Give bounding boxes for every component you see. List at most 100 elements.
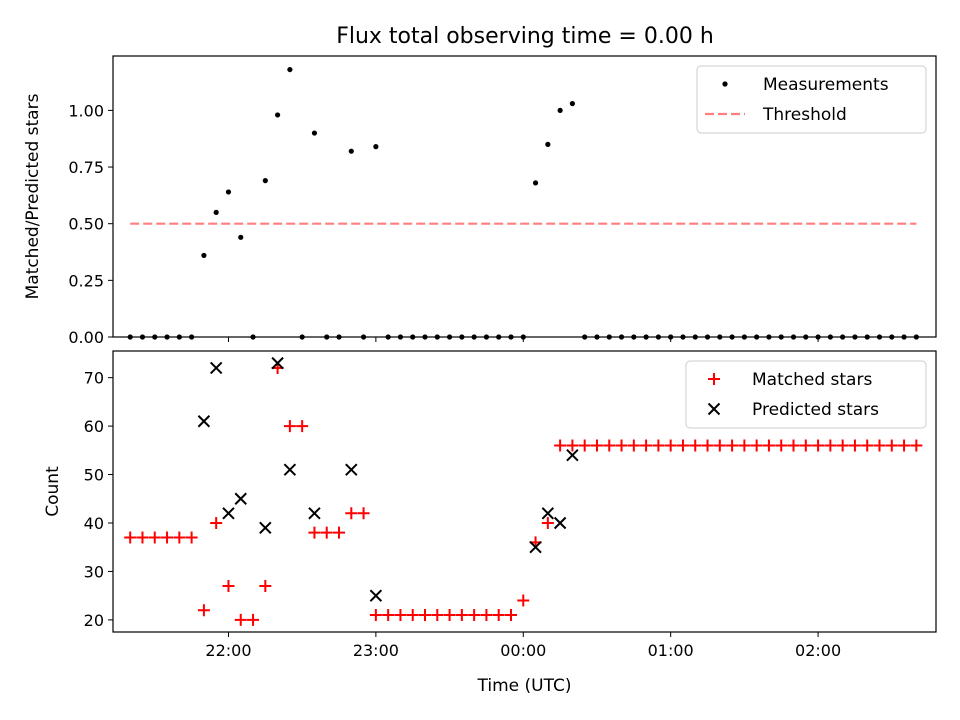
legend: Matched stars Predicted stars <box>685 360 927 429</box>
data-point <box>557 107 563 113</box>
data-point <box>320 526 333 539</box>
data-point <box>419 609 432 622</box>
x-tick-label: 00:00 <box>500 641 546 660</box>
data-point <box>664 439 677 452</box>
y-axis-label: Matched/Predicted stars <box>23 93 43 299</box>
legend-marker <box>708 373 720 385</box>
data-point <box>762 439 775 452</box>
data-point <box>532 180 539 186</box>
data-point <box>234 613 247 626</box>
data-point <box>750 439 763 452</box>
data-point <box>836 439 849 452</box>
data-point <box>455 609 468 622</box>
data-point <box>480 609 493 622</box>
x-tick-label: 22:00 <box>205 641 251 660</box>
legend: Measurements Threshold <box>696 65 927 134</box>
data-point <box>615 439 628 452</box>
data-point <box>504 609 517 622</box>
y-tick-label: 50 <box>84 466 104 485</box>
series-predicted-stars <box>197 356 579 602</box>
data-point <box>382 609 395 622</box>
data-point <box>225 189 232 195</box>
legend-marker <box>722 81 728 87</box>
data-point <box>787 439 800 452</box>
top-chart-title: Flux total observing time = 0.00 h <box>336 24 714 49</box>
data-point <box>148 531 161 544</box>
data-point <box>209 361 223 375</box>
data-point <box>124 531 137 544</box>
data-point <box>676 439 689 452</box>
data-point <box>541 516 554 529</box>
data-point <box>369 589 383 602</box>
data-point <box>590 439 603 452</box>
data-point <box>873 439 886 452</box>
data-point <box>824 439 837 452</box>
data-point <box>185 531 198 544</box>
y-tick-label: 0.50 <box>68 215 104 234</box>
data-point <box>357 507 370 520</box>
data-point <box>333 526 346 539</box>
legend-box <box>685 360 927 429</box>
legend-label: Threshold <box>762 105 847 125</box>
data-point <box>554 439 567 452</box>
data-point <box>247 613 260 626</box>
y-tick-label: 0.00 <box>68 328 104 347</box>
data-point <box>161 531 174 544</box>
legend-marker <box>707 402 721 416</box>
y-tick-label: 1.00 <box>68 101 104 120</box>
data-point <box>369 609 382 622</box>
top-plot: 0.00 0.25 0.50 0.75 1.00 Matched/Predicted st… <box>23 55 937 347</box>
data-point <box>213 209 219 215</box>
data-point <box>517 594 530 607</box>
data-point <box>885 439 898 452</box>
x-tick-label: 23:00 <box>353 641 399 660</box>
y-tick-label: 70 <box>84 369 104 388</box>
data-point <box>569 100 576 107</box>
data-point <box>308 507 321 520</box>
data-point <box>553 516 567 530</box>
data-point <box>738 439 751 452</box>
data-point <box>283 463 297 476</box>
x-tick-label: 01:00 <box>648 641 694 660</box>
y-tick-label: 30 <box>84 562 104 581</box>
data-point <box>431 609 444 622</box>
y-tick-label: 20 <box>84 611 104 630</box>
data-point <box>222 579 235 592</box>
data-point <box>210 516 223 529</box>
legend-label: Measurements <box>763 75 889 95</box>
data-point <box>627 439 640 452</box>
data-point <box>287 66 293 73</box>
data-point <box>259 579 272 592</box>
axes-frame <box>112 350 937 633</box>
data-point <box>197 604 210 617</box>
y-tick-label: 40 <box>84 514 104 533</box>
bottom-plot: 20 30 40 50 60 70 22:00 23:00 00:00 01:00 02:00 Cou… <box>43 350 937 696</box>
y-tick-label: 0.75 <box>68 158 104 177</box>
data-point <box>308 526 321 539</box>
data-point <box>283 420 296 433</box>
legend-box <box>696 65 927 134</box>
data-point <box>443 609 456 622</box>
legend-label: Predicted stars <box>752 400 879 420</box>
data-point <box>775 439 788 452</box>
data-point <box>173 531 186 544</box>
data-point <box>271 356 284 370</box>
data-point <box>406 609 419 622</box>
data-point <box>259 521 272 535</box>
data-point <box>492 609 505 622</box>
data-point <box>394 609 407 622</box>
data-point <box>468 609 481 622</box>
axes-frame <box>112 55 937 338</box>
data-point <box>373 144 379 150</box>
data-point <box>799 439 812 452</box>
data-point <box>529 541 542 554</box>
data-point <box>848 439 861 452</box>
y-axis-label: Count <box>43 466 63 517</box>
data-point <box>726 439 739 452</box>
data-point <box>566 448 579 462</box>
data-point <box>545 141 551 147</box>
data-point <box>296 420 309 433</box>
data-point <box>345 507 358 520</box>
data-point <box>910 439 923 452</box>
